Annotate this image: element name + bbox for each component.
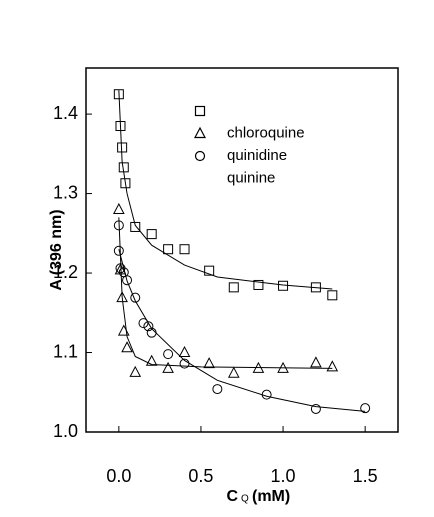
legend-label: chloroquine (227, 124, 305, 141)
fit-curve (118, 217, 333, 369)
square-marker (130, 221, 141, 232)
circle-marker (130, 292, 141, 303)
square-marker (310, 282, 321, 293)
triangle-marker (203, 357, 215, 369)
triangle-marker (116, 291, 128, 303)
circle-marker (179, 358, 190, 369)
square-marker (113, 89, 124, 100)
triangle-marker (162, 361, 174, 373)
square-marker (163, 244, 174, 255)
triangle-marker (194, 126, 206, 139)
square-marker (115, 121, 126, 132)
x-tick-label: 1.0 (271, 466, 296, 486)
x-axis-label: C (226, 488, 238, 505)
square-marker (194, 105, 206, 117)
triangle-marker (310, 356, 322, 368)
x-tick-label: 0.0 (106, 466, 131, 486)
y-tick-label: 1.1 (53, 341, 78, 361)
x-tick-label: 0.5 (188, 466, 213, 486)
square-marker (253, 279, 264, 290)
square-marker (146, 229, 157, 240)
fit-curve (118, 90, 333, 290)
square-marker (204, 265, 215, 276)
square-marker (120, 178, 131, 189)
circle-marker (143, 321, 154, 332)
triangle-marker (117, 324, 130, 336)
square-marker (118, 162, 129, 173)
circle-marker (138, 318, 149, 329)
circle-marker (194, 150, 206, 162)
x-axis-label-sub: Q (241, 494, 249, 505)
legend-label: quinine (227, 169, 275, 186)
x-axis-label-unit: (mM) (252, 488, 290, 505)
y-tick-label: 1.0 (53, 421, 78, 441)
square-marker (179, 244, 190, 255)
triangle-marker (178, 345, 191, 358)
y-tick-label: 1.2 (53, 262, 78, 282)
circle-marker (122, 275, 133, 286)
y-axis-label: A (396 nm) (48, 209, 65, 290)
square-marker (117, 142, 128, 153)
circle-marker (113, 245, 124, 256)
triangle-marker (114, 263, 127, 275)
circle-marker (310, 403, 321, 414)
x-tick-label: 1.5 (353, 466, 378, 486)
square-marker (228, 282, 239, 293)
circle-marker (163, 349, 174, 360)
circle-marker (146, 327, 157, 338)
square-marker (278, 280, 289, 291)
circle-marker (212, 384, 223, 395)
triangle-marker (145, 354, 158, 366)
fit-curve (118, 249, 366, 412)
triangle-marker (121, 341, 133, 353)
plot-frame (85, 67, 399, 433)
circle-marker (360, 403, 371, 414)
triangle-marker (252, 361, 265, 373)
circle-marker (261, 389, 272, 400)
triangle-marker (129, 365, 142, 377)
square-marker (327, 290, 338, 301)
triangle-marker (326, 360, 339, 372)
triangle-marker (113, 202, 125, 214)
legend-label: quinidine (227, 147, 287, 164)
triangle-marker (277, 361, 289, 373)
y-tick-label: 1.4 (53, 103, 78, 123)
triangle-marker (227, 366, 240, 378)
y-tick-label: 1.3 (53, 182, 78, 202)
circle-marker (113, 220, 124, 231)
